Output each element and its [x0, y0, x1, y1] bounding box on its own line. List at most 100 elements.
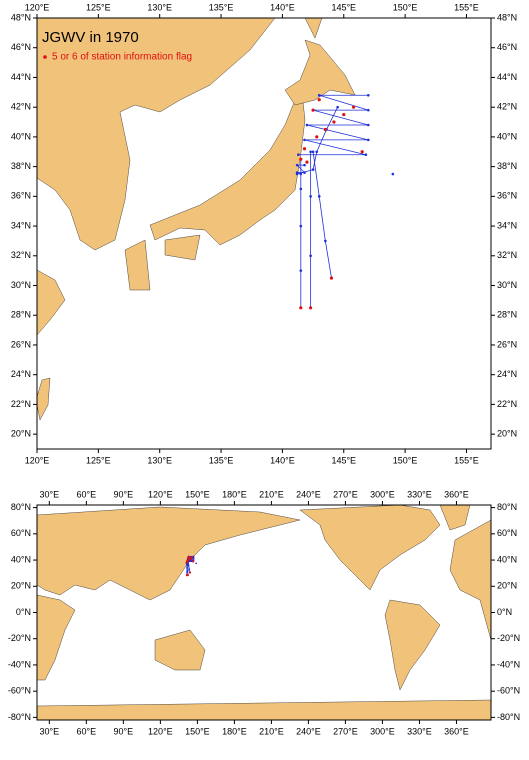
- lat-tick-label: 26°N: [11, 339, 31, 349]
- lon-tick-label: 240°E: [296, 489, 321, 499]
- lon-tick-label: 210°E: [259, 726, 284, 736]
- lon-tick-label: 180°E: [222, 726, 247, 736]
- lat-tick-label: 44°N: [11, 72, 31, 82]
- flagged-station: [302, 147, 307, 151]
- station: [305, 123, 309, 127]
- flagged-station: [187, 555, 190, 558]
- lat-tick-label: 20°N: [497, 429, 517, 439]
- lat-tick-label: 36°N: [497, 191, 517, 201]
- lat-tick-label: 80°N: [497, 502, 517, 512]
- lon-tick-label: 125°E: [86, 455, 111, 465]
- station: [186, 567, 188, 569]
- station: [317, 195, 321, 198]
- regional-frame: [36, 17, 492, 450]
- lat-tick-label: 20°N: [11, 581, 31, 591]
- lat-tick-label: 26°N: [497, 339, 517, 349]
- lat-tick-label: 36°N: [11, 191, 31, 201]
- lon-tick-label: 135°E: [209, 2, 234, 12]
- lon-tick-label: 120°E: [148, 489, 173, 499]
- ship-track: [296, 164, 306, 173]
- lon-tick-label: 330°E: [407, 726, 432, 736]
- lat-tick-label: 30°N: [497, 280, 517, 290]
- lat-tick-label: 22°N: [497, 399, 517, 409]
- lon-tick-label: 330°E: [407, 489, 432, 499]
- lat-tick-label: 24°N: [497, 369, 517, 379]
- station: [309, 150, 312, 154]
- flagged-station: [299, 157, 303, 161]
- station: [311, 150, 315, 154]
- lon-tick-label: 140°E: [270, 455, 295, 465]
- lat-tick-label: 32°N: [11, 250, 31, 260]
- lon-tick-label: 270°E: [333, 726, 358, 736]
- lon-tick-label: 30°E: [40, 726, 60, 736]
- station: [317, 93, 321, 97]
- lon-tick-label: 90°E: [114, 489, 134, 499]
- lat-tick-label: 42°N: [11, 102, 31, 112]
- lat-tick-label: -40°N: [497, 659, 520, 669]
- flagged-station: [332, 120, 336, 124]
- lon-tick-label: 90°E: [114, 726, 134, 736]
- lat-tick-label: 46°N: [11, 42, 31, 52]
- lat-tick-label: 48°N: [497, 12, 517, 22]
- lat-tick-label: 80°N: [11, 502, 31, 512]
- station: [336, 105, 339, 109]
- station: [366, 123, 370, 127]
- station: [188, 568, 191, 571]
- lat-tick-label: 46°N: [497, 42, 517, 52]
- lon-tick-label: 60°E: [77, 489, 97, 499]
- lat-tick-label: 48°N: [11, 12, 31, 22]
- ship-track: [298, 94, 369, 156]
- lon-tick-label: 130°E: [147, 2, 172, 12]
- lat-tick-label: 34°N: [11, 220, 31, 230]
- station: [309, 254, 312, 258]
- lat-tick-label: 20°N: [11, 429, 31, 439]
- lon-tick-label: 135°E: [209, 455, 234, 465]
- lat-tick-label: -40°N: [8, 659, 31, 669]
- observations: [295, 93, 395, 310]
- flagged-station: [342, 113, 346, 117]
- station: [192, 555, 195, 558]
- flagged-station: [329, 276, 334, 280]
- lat-tick-label: -60°N: [497, 686, 520, 696]
- lat-tick-label: 0°N: [497, 607, 512, 617]
- lat-tick-label: 0°N: [16, 607, 31, 617]
- station: [366, 138, 370, 142]
- lon-tick-label: 210°E: [259, 489, 284, 499]
- station: [295, 163, 299, 167]
- map-title: JGWV in 1970: [42, 29, 139, 46]
- station: [315, 150, 319, 154]
- lon-tick-label: 155°E: [454, 455, 479, 465]
- flagged-station: [351, 105, 356, 109]
- lon-tick-label: 145°E: [331, 455, 356, 465]
- lon-tick-label: 180°E: [222, 489, 247, 499]
- lat-tick-label: 44°N: [497, 72, 517, 82]
- station: [299, 269, 303, 272]
- lon-tick-label: 150°E: [185, 489, 210, 499]
- station: [364, 153, 368, 157]
- flagged-station: [305, 160, 309, 164]
- lon-tick-label: 270°E: [333, 489, 358, 499]
- station: [309, 195, 312, 198]
- lat-tick-label: 40°N: [11, 554, 31, 564]
- lat-tick-label: 22°N: [11, 399, 31, 409]
- lon-tick-label: 360°E: [444, 726, 469, 736]
- lat-tick-label: 60°N: [11, 528, 31, 538]
- lat-tick-label: 40°N: [497, 131, 517, 141]
- lat-tick-label: -60°N: [8, 686, 31, 696]
- lon-tick-label: 300°E: [370, 489, 395, 499]
- lon-tick-label: 155°E: [454, 2, 479, 12]
- lon-tick-label: 130°E: [147, 455, 172, 465]
- flagged-station: [299, 306, 303, 310]
- station: [299, 224, 303, 228]
- lon-tick-label: 125°E: [86, 2, 111, 12]
- lat-tick-label: 60°N: [497, 528, 517, 538]
- lat-tick-label: -20°N: [8, 633, 31, 643]
- lon-tick-label: 150°E: [393, 2, 418, 12]
- flagged-station: [360, 150, 364, 154]
- station: [195, 562, 197, 565]
- station: [295, 171, 299, 174]
- legend-label: 5 or 6 of station information flag: [52, 52, 192, 63]
- lat-tick-label: 38°N: [497, 161, 517, 171]
- lon-tick-label: 120°E: [25, 2, 50, 12]
